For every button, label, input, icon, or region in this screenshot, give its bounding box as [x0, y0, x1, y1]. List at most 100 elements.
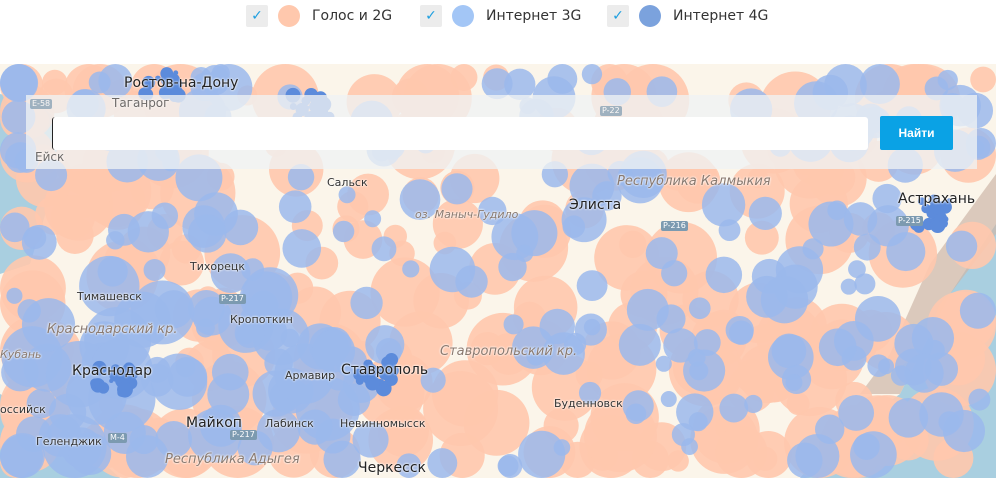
coverage-3g — [945, 230, 978, 262]
coverage-3g — [98, 64, 133, 99]
coverage-3g — [0, 434, 44, 478]
coverage-3g — [256, 408, 301, 453]
region-label: Краснодарский кр. — [47, 322, 178, 337]
coverage-3g — [660, 391, 677, 408]
coverage-2g — [42, 69, 68, 95]
river-label: Кубань — [0, 348, 42, 361]
search-button[interactable]: Найти — [880, 116, 953, 150]
coverage-3g — [481, 68, 513, 100]
coverage-3g — [427, 448, 458, 478]
coverage-4g — [154, 75, 161, 82]
legend-label: Интернет 4G — [673, 8, 769, 24]
coverage-3g — [188, 408, 242, 463]
coverage-4g — [109, 378, 114, 383]
coverage-2g — [159, 240, 204, 286]
city-label: Буденновск — [554, 397, 623, 410]
coverage-4g — [160, 73, 174, 87]
coverage-3g — [802, 238, 824, 260]
coverage-3g — [705, 256, 743, 294]
coverage-map[interactable]: Ростов-на-Дону Таганрог Ейск Сальск Элис… — [0, 64, 996, 478]
coverage-3g — [350, 286, 383, 320]
coverage-3g — [578, 381, 602, 405]
city-label: Тимашевск — [77, 290, 142, 303]
region-label: Республика Адыгея — [165, 452, 300, 467]
city-label: Ейск — [35, 150, 65, 164]
coverage-3g — [125, 435, 169, 478]
city-label: Астрахань — [898, 191, 976, 207]
coverage-2g — [50, 194, 96, 240]
coverage-3g — [787, 442, 823, 478]
city-label: Ростов-на-Дону — [124, 75, 239, 91]
coverage-3g — [352, 421, 389, 458]
legend-item-internet-4g[interactable]: ✓ Интернет 4G — [607, 4, 768, 28]
legend-label: Голос и 2G — [312, 8, 393, 24]
coverage-3g — [297, 409, 333, 445]
coverage-3g — [282, 229, 322, 268]
coverage-3g — [818, 328, 857, 367]
coverage-3g — [760, 276, 809, 324]
city-label: оссийск — [0, 403, 46, 416]
checkbox-internet-3g[interactable]: ✓ — [420, 5, 442, 27]
coverage-3g — [840, 278, 857, 295]
coverage-2g — [450, 64, 478, 91]
city-label: Геленджик — [36, 435, 102, 448]
region-label: Ставропольский кр. — [440, 344, 578, 359]
coverage-3g — [838, 395, 875, 431]
city-label: Таганрог — [112, 96, 170, 110]
coverage-3g — [569, 163, 615, 209]
coverage-3g — [192, 296, 232, 336]
coverage-3g — [429, 246, 476, 293]
coverage-2g — [970, 66, 996, 93]
coverage-3g — [332, 220, 355, 243]
coverage-2g — [667, 450, 689, 472]
coverage-2g — [423, 371, 499, 447]
coverage-3g — [526, 346, 546, 366]
coverage-3g — [371, 236, 397, 262]
coverage-3g — [855, 295, 901, 342]
coverage-3g — [748, 196, 782, 230]
lake-label: оз. Маныч-Гудило — [415, 208, 519, 221]
city-label: Невинномысск — [340, 417, 426, 430]
coverage-4g — [365, 375, 380, 391]
coverage-3g — [518, 430, 566, 478]
coverage-2g — [753, 446, 778, 471]
coverage-3g — [626, 288, 669, 331]
coverage-3g — [827, 200, 847, 221]
coverage-3g — [562, 215, 586, 238]
coverage-3g — [937, 69, 958, 91]
coverage-3g — [511, 210, 558, 257]
coverage-3g — [688, 297, 711, 320]
coverage-3g — [719, 393, 749, 423]
city-label: Ставрополь — [341, 362, 429, 378]
coverage-3g — [187, 214, 227, 253]
coverage-3g — [396, 453, 422, 478]
road-badge: P-216 — [661, 221, 688, 231]
coverage-3g — [693, 329, 721, 356]
legend-item-voice-2g[interactable]: ✓ Голос и 2G — [246, 4, 392, 28]
coverage-4g — [173, 70, 179, 76]
coverage-3g — [701, 183, 746, 227]
coverage-3g — [211, 64, 230, 83]
swatch-voice-2g — [278, 5, 300, 27]
coverage-3g — [888, 398, 929, 438]
coverage-3g — [814, 414, 845, 444]
legend-item-internet-3g[interactable]: ✓ Интернет 3G — [420, 4, 581, 28]
search-input[interactable] — [52, 117, 868, 150]
search-panel: Найти — [26, 95, 977, 169]
coverage-3g — [143, 259, 166, 281]
coverage-2g — [619, 230, 647, 259]
coverage-4g — [125, 366, 135, 376]
coverage-3g — [21, 224, 57, 260]
coverage-3g — [850, 431, 897, 478]
coverage-legend: ✓ Голос и 2G ✓ Интернет 3G ✓ Интернет 4G — [0, 0, 996, 64]
coverage-3g — [498, 453, 523, 478]
checkbox-voice-2g[interactable]: ✓ — [246, 5, 268, 27]
coverage-4g — [110, 364, 121, 374]
checkbox-internet-4g[interactable]: ✓ — [607, 5, 629, 27]
coverage-2g — [744, 220, 779, 255]
road-badge: M-4 — [108, 433, 127, 443]
coverage-3g — [242, 267, 299, 324]
coverage-3g — [725, 315, 754, 345]
coverage-3g — [441, 173, 473, 205]
coverage-4g — [938, 218, 949, 228]
